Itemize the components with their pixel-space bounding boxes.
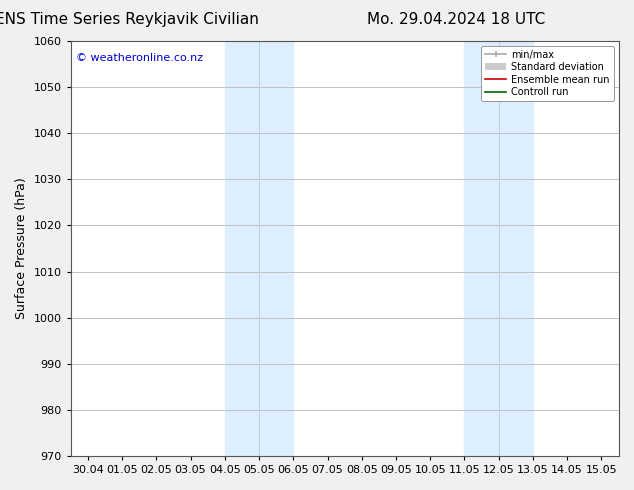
Bar	[465, 41, 533, 456]
Text: ENS Time Series Reykjavik Civilian: ENS Time Series Reykjavik Civilian	[0, 12, 259, 27]
Legend: min/max, Standard deviation, Ensemble mean run, Controll run: min/max, Standard deviation, Ensemble me…	[481, 46, 614, 101]
Bar	[225, 41, 294, 456]
Text: © weatheronline.co.nz: © weatheronline.co.nz	[76, 53, 204, 64]
Y-axis label: Surface Pressure (hPa): Surface Pressure (hPa)	[15, 178, 28, 319]
Text: Mo. 29.04.2024 18 UTC: Mo. 29.04.2024 18 UTC	[367, 12, 546, 27]
